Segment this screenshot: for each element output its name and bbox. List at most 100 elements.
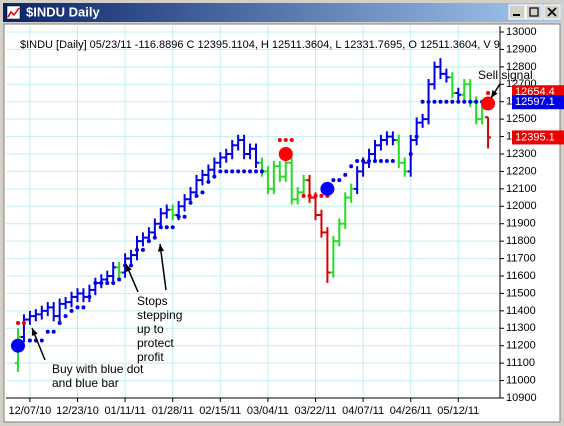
annotation: stepping bbox=[137, 308, 182, 322]
long-stop-dot bbox=[135, 247, 139, 252]
long-stop-dot bbox=[75, 305, 80, 310]
long-stop-dot bbox=[384, 158, 389, 163]
y-tick-label: 11700 bbox=[506, 252, 536, 264]
long-stop-dot bbox=[111, 280, 116, 285]
annotation: and blue bar bbox=[52, 376, 119, 390]
long-stop-dot bbox=[408, 152, 413, 156]
long-stop-dot bbox=[337, 178, 342, 183]
annotation: Stops bbox=[137, 294, 168, 308]
long-stop-dot bbox=[242, 169, 247, 174]
long-stop-dot bbox=[57, 321, 62, 326]
long-stop-dot bbox=[140, 247, 145, 252]
short-stop-dot bbox=[307, 193, 312, 198]
short-stop-dot bbox=[283, 138, 288, 143]
long-stop-dot bbox=[146, 239, 151, 244]
annotation: profit bbox=[137, 350, 164, 364]
price-label-box bbox=[512, 130, 564, 145]
long-stop-dot bbox=[27, 338, 32, 343]
y-tick-label: 12100 bbox=[506, 183, 537, 195]
buy-signal bbox=[320, 181, 335, 196]
x-tick-label: 12/23/10 bbox=[56, 405, 99, 417]
y-tick-label: 10900 bbox=[506, 392, 537, 404]
long-stop-dot bbox=[254, 169, 258, 174]
long-stop-dot bbox=[355, 158, 360, 163]
long-stop-dot bbox=[444, 99, 449, 104]
short-stop-dot bbox=[16, 321, 20, 326]
y-tick-label: 12800 bbox=[506, 61, 537, 73]
y-tick-label: 11900 bbox=[506, 218, 536, 230]
title-bar bbox=[3, 3, 561, 22]
annotation: up to bbox=[137, 322, 164, 336]
long-stop-dot bbox=[105, 280, 110, 285]
price-label-box bbox=[512, 95, 564, 110]
long-stop-dot bbox=[456, 99, 461, 104]
long-stop-dot bbox=[63, 314, 68, 319]
y-tick-label: 11200 bbox=[506, 340, 536, 352]
long-stop-dot bbox=[248, 169, 253, 174]
long-stop-dot bbox=[349, 164, 354, 169]
long-stop-dot bbox=[361, 158, 366, 163]
x-tick-label: 12/07/10 bbox=[8, 405, 51, 417]
long-stop-dot bbox=[236, 169, 241, 174]
long-stop-dot bbox=[206, 179, 211, 184]
long-stop-dot bbox=[129, 263, 134, 268]
window-title: $INDU Daily bbox=[26, 4, 100, 19]
chart-header: $INDU [Daily] 05/23/11 -116.8896 C 12395… bbox=[20, 39, 500, 51]
x-tick-label: 04/07/11 bbox=[342, 405, 384, 417]
long-stop-dot bbox=[450, 99, 455, 104]
long-stop-dot bbox=[158, 225, 163, 230]
long-stop-dot bbox=[420, 99, 425, 104]
x-tick-label: 04/26/11 bbox=[390, 405, 432, 417]
long-stop-dot bbox=[373, 158, 377, 163]
long-stop-dot bbox=[188, 200, 193, 205]
long-stop-dot bbox=[93, 280, 98, 285]
y-tick-label: 12500 bbox=[506, 113, 537, 125]
price-label: 12654.4 bbox=[515, 86, 555, 98]
long-stop-dot bbox=[164, 225, 169, 230]
y-tick-label: 11500 bbox=[506, 287, 536, 299]
long-stop-dot bbox=[367, 158, 372, 163]
long-stop-dot bbox=[224, 169, 229, 174]
annotation: Sell signal bbox=[478, 68, 533, 82]
long-stop-dot bbox=[474, 99, 479, 104]
long-stop-dot bbox=[432, 99, 437, 104]
x-tick-label: 01/28/11 bbox=[152, 405, 194, 417]
long-stop-dot bbox=[87, 294, 92, 299]
maximize-icon bbox=[529, 7, 539, 17]
long-stop-dot bbox=[176, 214, 181, 219]
window-icon bbox=[6, 5, 21, 20]
short-stop-dot bbox=[277, 138, 282, 143]
plot: 10900 11000 11100 11200 11300 11400 11500 11600… bbox=[6, 26, 564, 417]
y-tick-label: 11600 bbox=[506, 270, 536, 282]
arrow-head bbox=[31, 328, 38, 336]
price-label: 12597.1 bbox=[515, 96, 555, 108]
x-tick-label: 03/22/11 bbox=[294, 405, 336, 417]
price-label: 12395.1 bbox=[515, 131, 555, 143]
long-stop-dot bbox=[45, 329, 50, 334]
short-stop-dot bbox=[289, 138, 294, 143]
close-icon bbox=[547, 7, 557, 17]
minimize-button[interactable] bbox=[508, 4, 526, 20]
maximize-button[interactable] bbox=[525, 4, 543, 20]
long-stop-dot bbox=[230, 169, 235, 174]
long-stop-dot bbox=[39, 338, 44, 343]
long-stop-dot bbox=[218, 169, 223, 174]
long-stop-dot bbox=[81, 305, 86, 310]
x-tick-label: 01/11/11 bbox=[105, 405, 146, 417]
long-stop-dot bbox=[99, 280, 104, 285]
long-stop-dot bbox=[170, 225, 175, 230]
x-tick-label: 02/15/11 bbox=[199, 405, 241, 417]
long-stop-dot bbox=[438, 99, 443, 104]
chart-area bbox=[3, 23, 561, 423]
y-tick-label: 11300 bbox=[506, 322, 536, 334]
annotation: protect bbox=[137, 336, 174, 350]
long-stop-dot bbox=[69, 308, 74, 313]
long-stop-dot bbox=[117, 277, 122, 282]
short-stop-dot bbox=[21, 321, 26, 326]
long-stop-dot bbox=[259, 169, 264, 174]
window-icon-graph bbox=[7, 7, 20, 18]
y-tick-label: 12000 bbox=[506, 200, 537, 212]
annotation: Buy with blue dot bbox=[52, 362, 144, 376]
long-stop-dot bbox=[468, 99, 473, 104]
